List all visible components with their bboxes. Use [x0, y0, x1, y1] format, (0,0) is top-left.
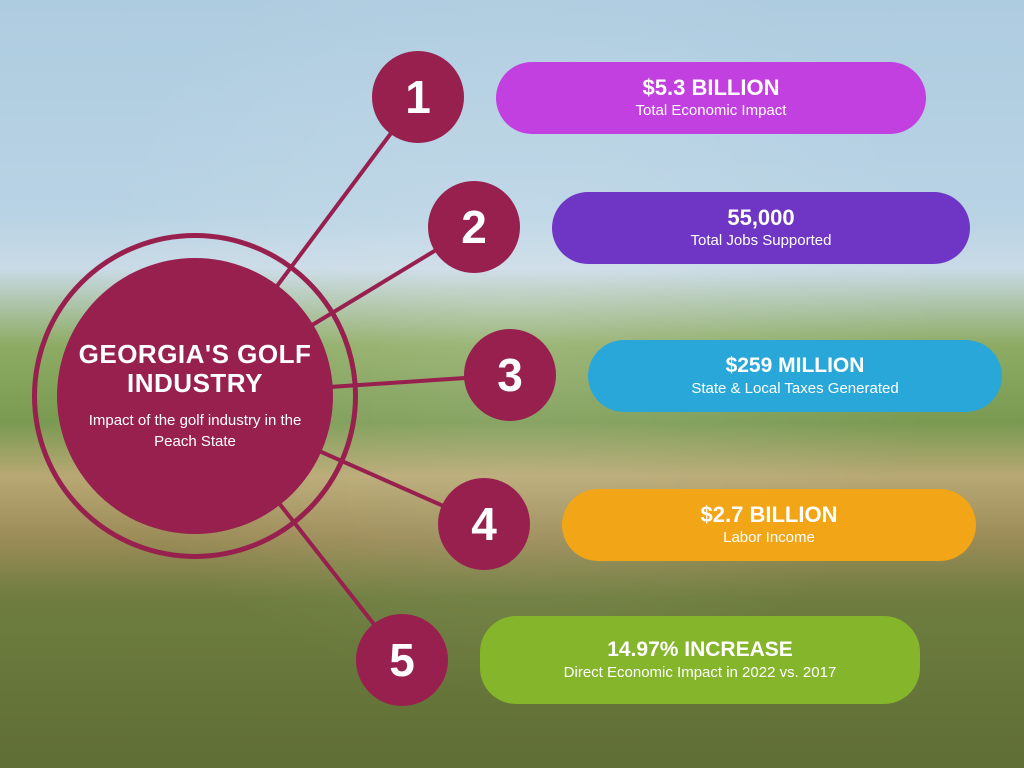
stat-headline: $2.7 BILLION — [701, 503, 838, 527]
stat-node-5: 5 — [356, 614, 448, 706]
stat-pill-2: 55,000 Total Jobs Supported — [552, 192, 970, 264]
stat-headline: 55,000 — [727, 206, 794, 230]
hub-title: GEORGIA'S GOLF INDUSTRY — [77, 340, 313, 397]
hub-circle: GEORGIA'S GOLF INDUSTRY Impact of the go… — [57, 258, 333, 534]
stat-node-3: 3 — [464, 329, 556, 421]
hub-subtitle: Impact of the golf industry in the Peach… — [77, 411, 313, 452]
infographic-stage: GEORGIA'S GOLF INDUSTRY Impact of the go… — [0, 0, 1024, 768]
stat-headline: $5.3 BILLION — [643, 76, 780, 100]
stat-subtext: Total Jobs Supported — [691, 232, 832, 250]
stat-headline: $259 MILLION — [726, 354, 865, 377]
stat-pill-5: 14.97% INCREASE Direct Economic Impact in… — [480, 616, 920, 704]
stat-subtext: Labor Income — [723, 529, 815, 547]
stat-node-2: 2 — [428, 181, 520, 273]
stat-pill-4: $2.7 BILLION Labor Income — [562, 489, 976, 561]
stat-node-4: 4 — [438, 478, 530, 570]
stat-pill-3: $259 MILLION State & Local Taxes Generate… — [588, 340, 1002, 412]
stat-subtext: State & Local Taxes Generated — [691, 380, 898, 398]
stat-subtext: Direct Economic Impact in 2022 vs. 2017 — [564, 664, 837, 682]
stat-node-1: 1 — [372, 51, 464, 143]
stat-headline: 14.97% INCREASE — [607, 638, 793, 661]
stat-pill-1: $5.3 BILLION Total Economic Impact — [496, 62, 926, 134]
stat-subtext: Total Economic Impact — [636, 102, 787, 120]
